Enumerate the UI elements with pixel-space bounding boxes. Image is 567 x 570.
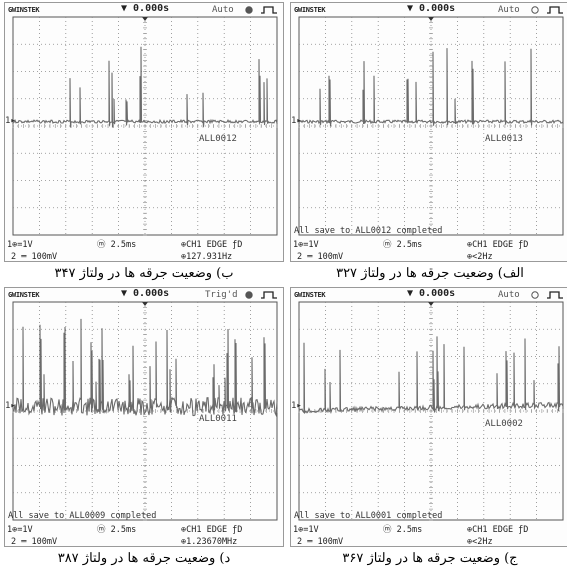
scope-screen: GWINSTEK ▼ 0.000s Auto ALL0002 All save to A… xyxy=(290,287,567,547)
pulse-icon xyxy=(547,6,563,14)
scope-panel-b: GWINSTEK ▼ 0.000s Auto ALL0012 1⊕=1V 2 ═ 100m… xyxy=(4,2,284,285)
frequency-readout: ⊕<2Hz xyxy=(467,252,493,262)
trigger-source: ⊕CH1 EDGE ƒD xyxy=(181,525,243,535)
acquisition-status-icon xyxy=(245,6,253,14)
ch1-ground-marker: 1▸ xyxy=(291,115,302,126)
ch1-scale: 1⊕=1V xyxy=(293,240,319,250)
frequency-readout: ⊕127.931Hz xyxy=(181,252,233,262)
scope-screen: GWINSTEK ▼ 0.000s Auto ALL0013 All save to A… xyxy=(290,2,567,262)
panel-caption: ب) وضعیت جرقه ها در ولتاژ ۳۴۷ xyxy=(54,266,234,281)
trigger-position-marker xyxy=(142,17,148,21)
pulse-icon xyxy=(261,291,277,299)
panel-caption: ج) وضعیت جرقه ها در ولتاژ ۳۶۷ xyxy=(342,551,518,566)
ch1-ground-marker: 1▸ xyxy=(5,400,16,411)
trigger-time: ▼ 0.000s xyxy=(407,288,456,299)
timebase-readout: ⓜ 2.5ms xyxy=(383,525,423,535)
trigger-mode: Auto xyxy=(498,290,520,300)
trigger-mode: Trig'd xyxy=(205,290,238,300)
scope-panel-jim: GWINSTEK ▼ 0.000s Auto ALL0002 All save to A… xyxy=(290,287,567,570)
panel-caption: د) وضعیت جرقه ها در ولتاژ ۳۸۷ xyxy=(57,551,231,566)
ch1-ground-marker: 1▸ xyxy=(5,115,16,126)
scope-panel-alef: GWINSTEK ▼ 0.000s Auto ALL0013 All save to A… xyxy=(290,2,567,285)
save-status-message: All save to ALL0001 completed xyxy=(294,511,443,521)
timebase-readout: ⓜ 2.5ms xyxy=(97,240,137,250)
ch1-trace xyxy=(12,318,278,418)
trigger-mode: Auto xyxy=(498,5,520,15)
waveform-file-label: ALL0012 xyxy=(199,134,237,144)
ch1-scale: 1⊕=1V xyxy=(7,240,33,250)
scope-graticule xyxy=(298,291,564,521)
waveform-file-label: ALL0002 xyxy=(485,419,523,429)
ch1-trace xyxy=(298,48,564,127)
trigger-position-marker xyxy=(428,17,434,21)
save-status-message: All save to ALL0009 completed xyxy=(8,511,157,521)
ch1-trace xyxy=(12,46,278,128)
brand-label: GWINSTEK xyxy=(294,291,326,299)
trigger-time: ▼ 0.000s xyxy=(407,3,456,14)
scope-panel-dal: GWINSTEK ▼ 0.000s Trig'd ALL0011 All save to… xyxy=(4,287,284,570)
scope-screen: GWINSTEK ▼ 0.000s Trig'd ALL0011 All save to… xyxy=(4,287,284,547)
trigger-position-marker xyxy=(142,302,148,306)
brand-label: GWINSTEK xyxy=(8,6,40,14)
trigger-time: ▼ 0.000s xyxy=(121,288,170,299)
acquisition-status-icon xyxy=(531,6,539,14)
trigger-source: ⊕CH1 EDGE ƒD xyxy=(181,240,243,250)
panel-caption: الف) وضعیت جرقه ها در ولتاژ ۳۲۷ xyxy=(336,266,524,281)
waveform-file-label: ALL0011 xyxy=(199,414,237,424)
brand-label: GWINSTEK xyxy=(294,6,326,14)
pulse-icon xyxy=(547,291,563,299)
frequency-readout: ⊕<2Hz xyxy=(467,537,493,547)
timebase-readout: ⓜ 2.5ms xyxy=(97,525,137,535)
acquisition-status-icon xyxy=(245,291,253,299)
frequency-readout: ⊕1.23670MHz xyxy=(181,537,238,547)
ch1-scale: 1⊕=1V xyxy=(293,525,319,535)
trigger-mode: Auto xyxy=(212,5,234,15)
timebase-readout: ⓜ 2.5ms xyxy=(383,240,423,250)
ch2-scale: 2 ═ 100mV xyxy=(297,252,344,262)
scope-graticule xyxy=(12,291,278,521)
trigger-time: ▼ 0.000s xyxy=(121,3,170,14)
ch2-scale: 2 ═ 100mV xyxy=(297,537,344,547)
scope-graticule xyxy=(298,6,564,236)
trigger-position-marker xyxy=(428,302,434,306)
pulse-icon xyxy=(261,6,277,14)
scope-graticule xyxy=(12,6,278,236)
ch1-ground-marker: 1▸ xyxy=(291,400,302,411)
ch1-trace xyxy=(298,336,564,415)
scope-screen: GWINSTEK ▼ 0.000s Auto ALL0012 1⊕=1V 2 ═ 100m… xyxy=(4,2,284,262)
trigger-source: ⊕CH1 EDGE ƒD xyxy=(467,525,529,535)
ch1-scale: 1⊕=1V xyxy=(7,525,33,535)
waveform-file-label: ALL0013 xyxy=(485,134,523,144)
ch2-scale: 2 ═ 100mV xyxy=(11,537,58,547)
trigger-source: ⊕CH1 EDGE ƒD xyxy=(467,240,529,250)
save-status-message: All save to ALL0012 completed xyxy=(294,226,443,236)
brand-label: GWINSTEK xyxy=(8,291,40,299)
ch2-scale: 2 ═ 100mV xyxy=(11,252,58,262)
acquisition-status-icon xyxy=(531,291,539,299)
